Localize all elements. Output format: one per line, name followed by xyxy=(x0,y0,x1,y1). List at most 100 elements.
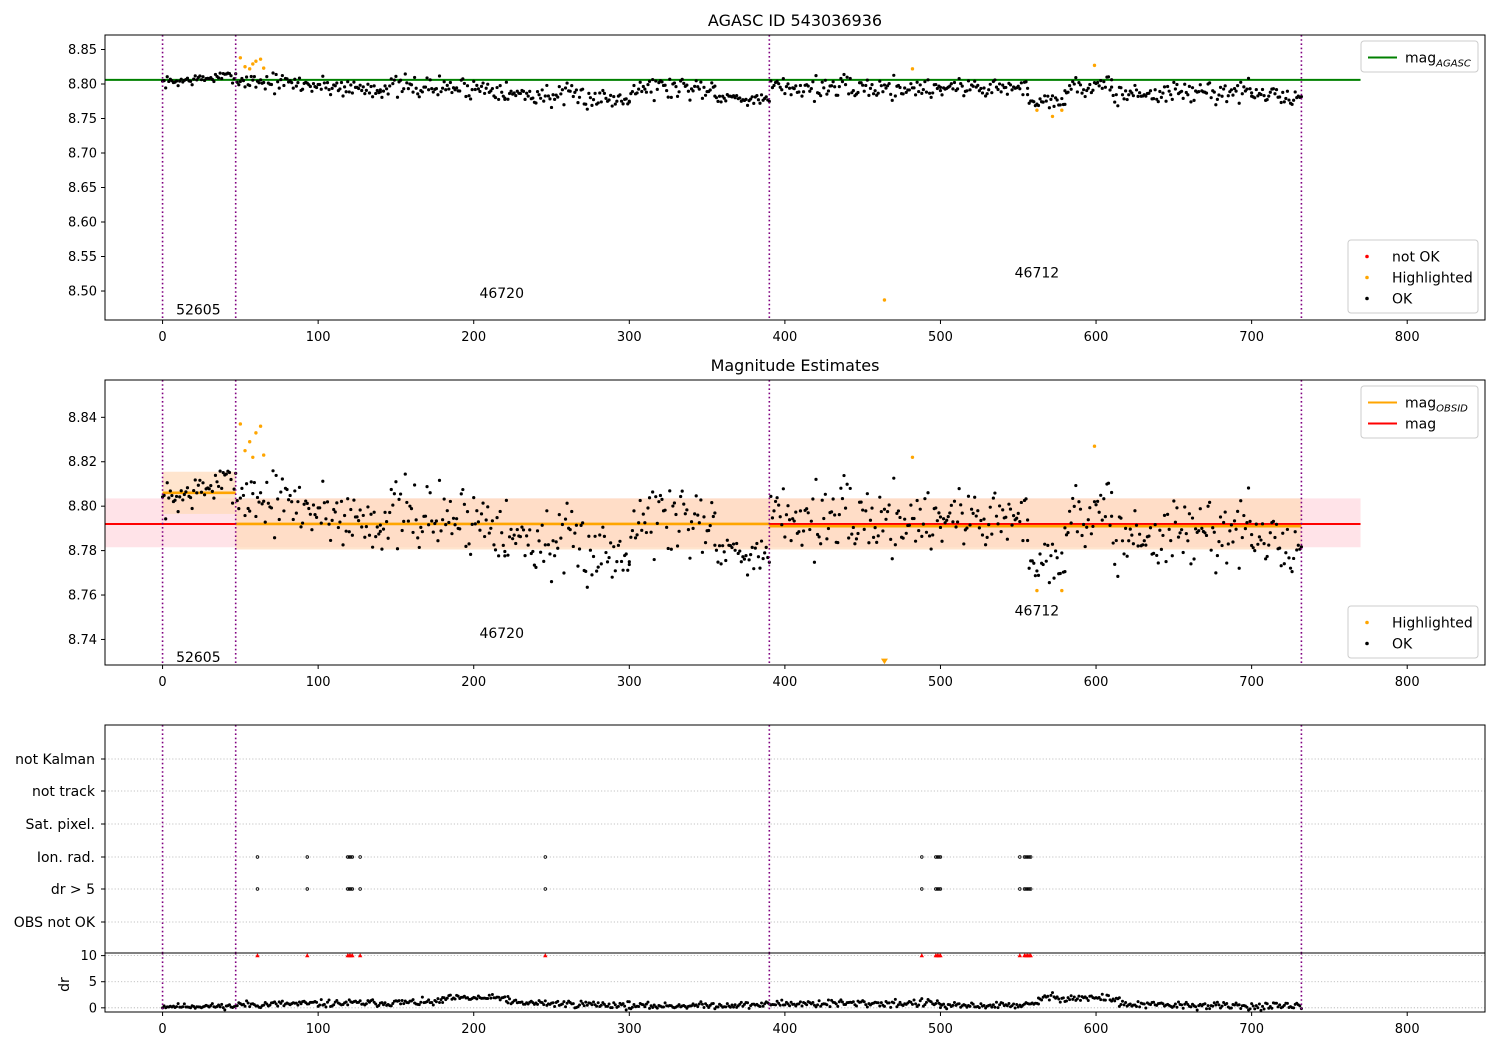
ok-point xyxy=(856,90,860,95)
highlighted-point xyxy=(1060,588,1064,593)
ok-point xyxy=(694,79,698,83)
ok-point xyxy=(504,498,508,502)
ok-point xyxy=(682,81,686,85)
dr-point xyxy=(1103,998,1107,1002)
ok-point xyxy=(503,549,507,554)
ok-point xyxy=(1025,538,1030,543)
ok-point xyxy=(549,580,554,584)
ok-point xyxy=(1155,553,1159,558)
dr-point xyxy=(1113,999,1117,1003)
ok-point xyxy=(484,518,488,522)
ok-point xyxy=(293,489,297,493)
ok-point xyxy=(324,86,328,90)
ok-point xyxy=(763,551,767,555)
ok-point xyxy=(1214,103,1218,107)
ok-point xyxy=(1161,91,1165,95)
ok-point xyxy=(467,542,471,546)
ok-point xyxy=(481,501,485,505)
ok-point xyxy=(1128,527,1132,531)
ok-point xyxy=(878,495,882,499)
ok-point xyxy=(997,82,1002,86)
dr-point xyxy=(935,999,939,1003)
ok-point xyxy=(174,494,179,499)
ok-point xyxy=(1243,527,1248,531)
ok-point xyxy=(893,543,897,547)
flag-point xyxy=(1027,887,1031,891)
ok-point xyxy=(230,501,235,505)
ok-point xyxy=(399,492,403,496)
ok-point xyxy=(598,91,602,95)
dr-point xyxy=(1285,1001,1289,1005)
ok-point xyxy=(389,487,393,492)
ok-point xyxy=(1242,85,1246,89)
ok-point xyxy=(1215,97,1220,101)
dr-point xyxy=(951,1003,955,1007)
dr-point xyxy=(1215,1000,1219,1004)
ok-point xyxy=(977,526,981,530)
ok-point xyxy=(884,517,888,521)
x-tick-label: 800 xyxy=(1395,675,1420,690)
dr-point xyxy=(800,1004,804,1008)
ok-point xyxy=(1180,89,1184,93)
dr-point xyxy=(1068,998,1072,1002)
dr-point xyxy=(1195,1008,1199,1012)
ok-point xyxy=(993,491,997,495)
ok-point xyxy=(949,82,953,86)
ok-point xyxy=(1018,87,1022,91)
ok-point xyxy=(411,530,415,535)
dr-point xyxy=(1057,997,1061,1001)
ok-point xyxy=(1066,90,1070,94)
ok-point xyxy=(974,514,978,518)
dr-point xyxy=(296,1003,300,1007)
flag-point xyxy=(358,887,362,891)
dr-point xyxy=(235,1004,239,1008)
ok-point xyxy=(654,495,658,499)
ok-point xyxy=(1260,87,1265,92)
ok-point xyxy=(1080,91,1084,95)
ok-point xyxy=(915,80,919,84)
ok-point xyxy=(1085,88,1089,93)
ok-point xyxy=(1060,551,1064,555)
ok-point xyxy=(318,82,322,87)
dr-point xyxy=(1189,1005,1193,1009)
x-tick-label: 400 xyxy=(772,330,797,345)
dr-point xyxy=(606,1004,610,1008)
ok-point xyxy=(755,541,759,546)
legend-label: OK xyxy=(1392,292,1413,308)
ok-point xyxy=(319,521,323,525)
ok-point xyxy=(1295,548,1299,552)
x-tick-label: 0 xyxy=(158,675,166,690)
ok-point xyxy=(1089,90,1093,95)
ok-point xyxy=(1204,91,1209,95)
ok-point xyxy=(472,79,476,83)
ok-point xyxy=(599,100,603,104)
ok-point xyxy=(1082,88,1086,92)
ok-point xyxy=(322,501,326,505)
ok-point xyxy=(1246,486,1251,490)
ok-point xyxy=(229,477,233,482)
ok-point xyxy=(1251,546,1255,550)
ok-point xyxy=(797,530,801,534)
ok-point xyxy=(503,554,507,558)
dr-point xyxy=(700,1002,704,1006)
dr-point xyxy=(998,1003,1002,1007)
ok-point xyxy=(929,95,933,99)
ok-point xyxy=(1197,90,1201,94)
dr-point xyxy=(648,1006,652,1010)
ok-point xyxy=(896,509,901,513)
ok-point xyxy=(388,84,392,88)
ok-point xyxy=(1108,88,1112,92)
y-tick-label: 8.80 xyxy=(68,77,97,92)
dr-point xyxy=(581,1001,585,1005)
dr-point xyxy=(536,1002,540,1006)
flag-point xyxy=(935,887,940,891)
ok-point xyxy=(244,75,249,79)
flag-point xyxy=(1018,855,1022,859)
ok-point xyxy=(923,80,927,84)
dr-point xyxy=(761,1004,765,1008)
dr-point xyxy=(1050,991,1054,995)
ok-point xyxy=(1083,544,1087,549)
dr-point xyxy=(506,1001,510,1005)
ok-point xyxy=(686,89,691,93)
ok-point xyxy=(663,508,667,512)
